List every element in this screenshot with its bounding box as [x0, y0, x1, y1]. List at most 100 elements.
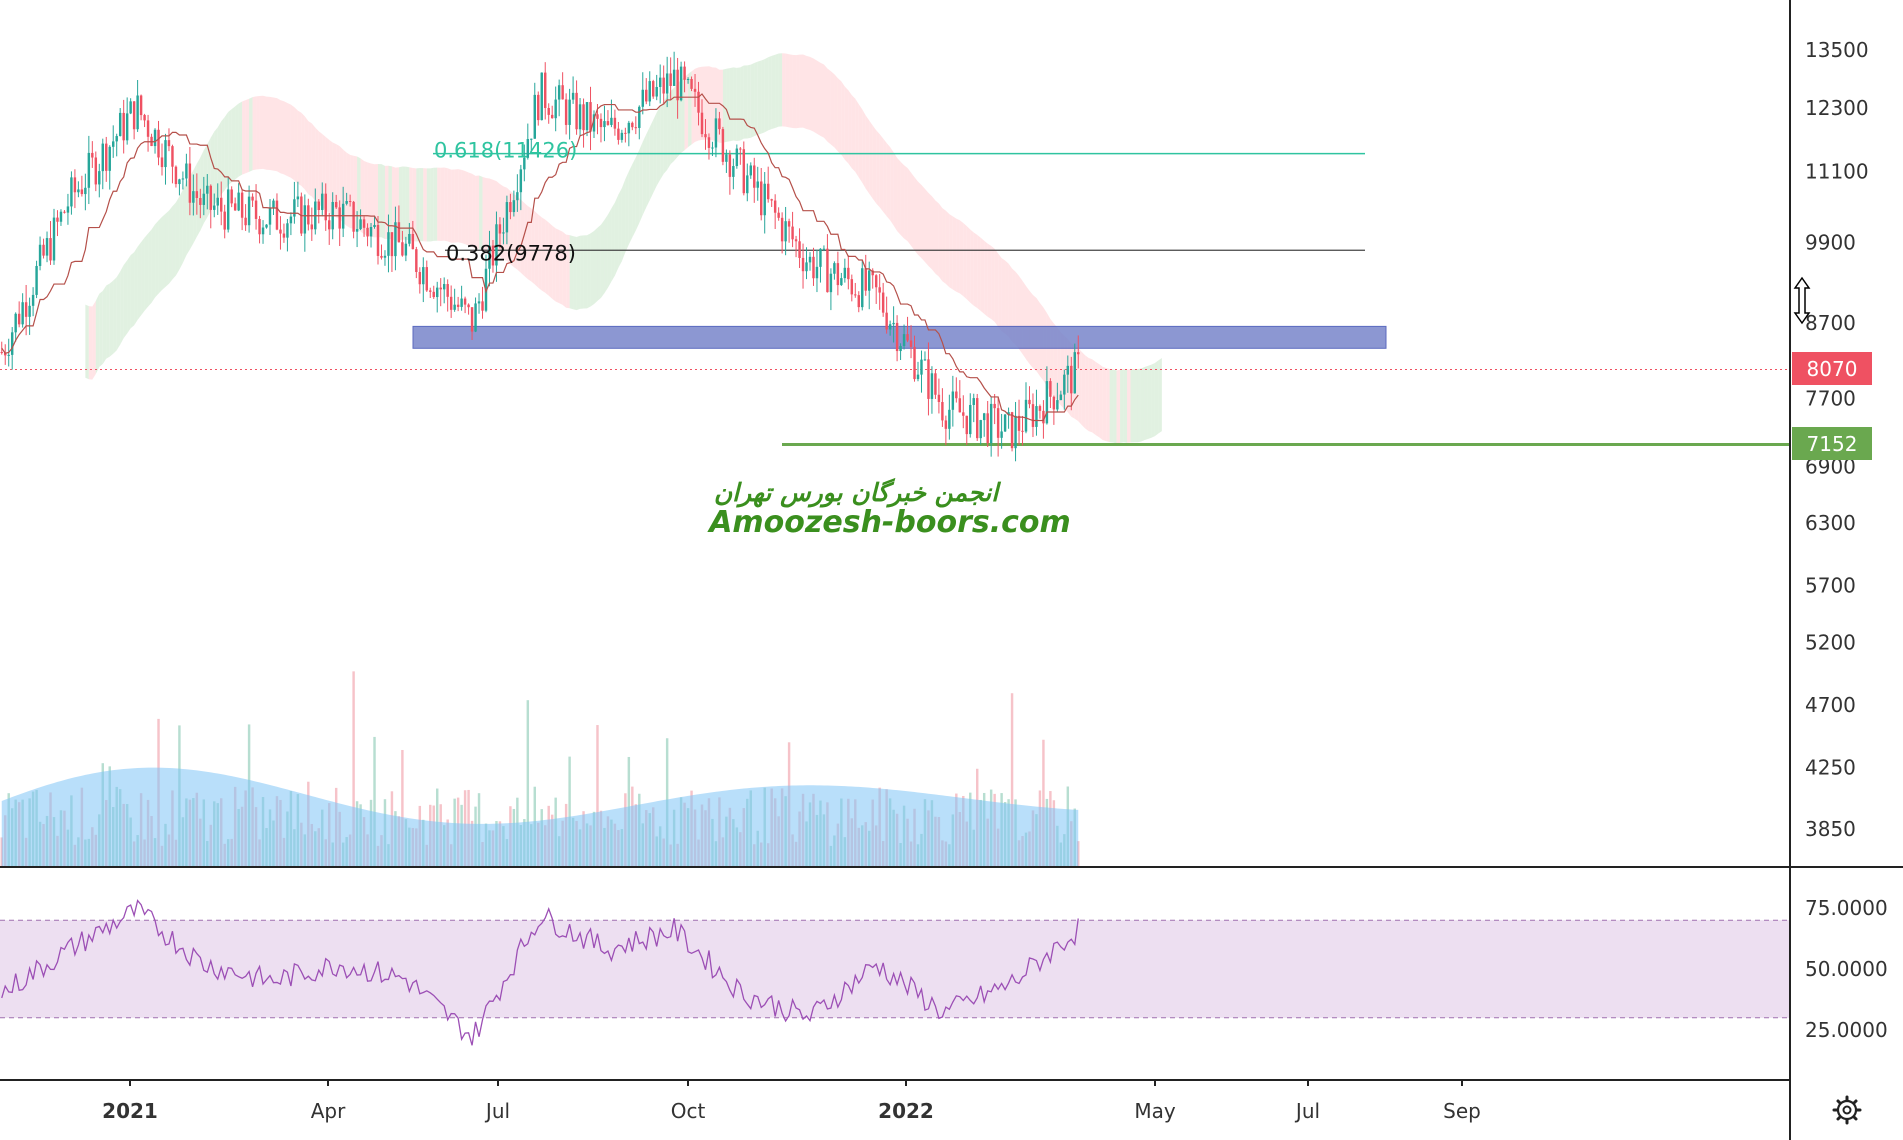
candle-body[interactable]: [80, 189, 84, 195]
candle-body[interactable]: [578, 104, 582, 130]
candle-body[interactable]: [397, 222, 401, 243]
candle-body[interactable]: [28, 305, 31, 317]
candle-body[interactable]: [1017, 415, 1021, 431]
candle-body[interactable]: [220, 197, 223, 212]
candle-body[interactable]: [42, 244, 45, 256]
candle-body[interactable]: [679, 66, 683, 101]
candle-body[interactable]: [268, 207, 272, 225]
candle-body[interactable]: [557, 85, 561, 100]
candle-body[interactable]: [146, 120, 150, 137]
candle-body[interactable]: [658, 77, 662, 87]
candle-body[interactable]: [394, 222, 397, 257]
candle-body[interactable]: [885, 312, 888, 330]
candle-body[interactable]: [185, 163, 188, 179]
candle-body[interactable]: [718, 118, 721, 130]
candle-body[interactable]: [585, 102, 589, 131]
candle-body[interactable]: [603, 121, 606, 128]
candle-body[interactable]: [794, 239, 798, 242]
candle-body[interactable]: [937, 394, 941, 403]
candle-body[interactable]: [927, 359, 930, 399]
candle-body[interactable]: [721, 129, 725, 162]
candle-body[interactable]: [390, 232, 394, 257]
candle-body[interactable]: [143, 115, 146, 121]
candle-body[interactable]: [857, 295, 860, 308]
candle-body[interactable]: [634, 127, 638, 129]
candle-body[interactable]: [1049, 381, 1052, 397]
candle-body[interactable]: [962, 412, 965, 416]
candle-body[interactable]: [537, 94, 540, 121]
rsi-axis[interactable]: 75.0000 50.0000 25.0000: [1805, 896, 1888, 1042]
candle-body[interactable]: [502, 232, 505, 234]
candle-body[interactable]: [209, 185, 212, 210]
candle-body[interactable]: [348, 201, 352, 203]
candle-body[interactable]: [129, 101, 132, 114]
candle-body[interactable]: [641, 89, 644, 107]
candle-body[interactable]: [732, 166, 735, 177]
candle-body[interactable]: [979, 420, 982, 439]
candle-body[interactable]: [749, 165, 752, 176]
candle-body[interactable]: [362, 219, 366, 228]
candle-body[interactable]: [934, 373, 937, 395]
candle-body[interactable]: [369, 227, 373, 237]
candle-body[interactable]: [829, 273, 833, 293]
candle-body[interactable]: [638, 106, 641, 128]
candle-body[interactable]: [247, 196, 251, 226]
candle-body[interactable]: [171, 146, 174, 167]
candle-body[interactable]: [352, 201, 355, 232]
candle-body[interactable]: [864, 268, 867, 291]
candle-body[interactable]: [105, 143, 108, 171]
candle-body[interactable]: [442, 284, 446, 290]
candle-body[interactable]: [14, 313, 17, 333]
candle-body[interactable]: [1063, 374, 1066, 395]
candle-body[interactable]: [293, 199, 296, 217]
candle-body[interactable]: [188, 163, 192, 203]
candle-body[interactable]: [746, 175, 749, 194]
candle-body[interactable]: [836, 263, 840, 286]
candle-body[interactable]: [230, 189, 233, 204]
candle-body[interactable]: [1056, 400, 1059, 410]
candle-body[interactable]: [495, 224, 498, 266]
candle-body[interactable]: [244, 217, 247, 226]
candle-body[interactable]: [610, 117, 613, 125]
candle-body[interactable]: [707, 137, 711, 148]
candle-body[interactable]: [669, 73, 672, 86]
candle-body[interactable]: [714, 118, 718, 148]
candle-body[interactable]: [540, 72, 543, 121]
candle-body[interactable]: [589, 102, 592, 132]
candle-body[interactable]: [251, 196, 254, 201]
candle-body[interactable]: [411, 233, 415, 250]
candle-body[interactable]: [916, 374, 920, 380]
candle-body[interactable]: [321, 193, 324, 211]
candle-body[interactable]: [477, 301, 481, 304]
candle-body[interactable]: [35, 265, 38, 295]
candle-body[interactable]: [338, 207, 341, 229]
candle-body[interactable]: [902, 334, 906, 347]
candle-body[interactable]: [906, 334, 909, 341]
candle-body[interactable]: [467, 304, 470, 308]
candle-body[interactable]: [401, 242, 404, 256]
candle-body[interactable]: [87, 152, 91, 188]
candle-body[interactable]: [282, 233, 286, 238]
candle-body[interactable]: [784, 221, 787, 242]
candle-body[interactable]: [655, 86, 658, 97]
candle-body[interactable]: [895, 322, 899, 352]
candle-body[interactable]: [237, 192, 240, 211]
candle-body[interactable]: [550, 114, 554, 119]
candle-body[interactable]: [787, 221, 791, 227]
candle-body[interactable]: [523, 157, 526, 170]
candle-body[interactable]: [125, 113, 129, 141]
candle-body[interactable]: [94, 157, 98, 185]
candle-body[interactable]: [871, 270, 874, 276]
candle-body[interactable]: [944, 420, 948, 429]
candle-body[interactable]: [296, 196, 300, 200]
candle-body[interactable]: [429, 290, 432, 292]
candle-body[interactable]: [70, 177, 73, 207]
candle-body[interactable]: [850, 279, 854, 295]
candle-body[interactable]: [157, 129, 160, 158]
candle-body[interactable]: [815, 266, 819, 279]
candle-body[interactable]: [568, 99, 571, 125]
candle-body[interactable]: [446, 284, 449, 297]
candle-body[interactable]: [192, 191, 195, 203]
candle-body[interactable]: [460, 298, 463, 307]
candle-body[interactable]: [115, 136, 118, 142]
